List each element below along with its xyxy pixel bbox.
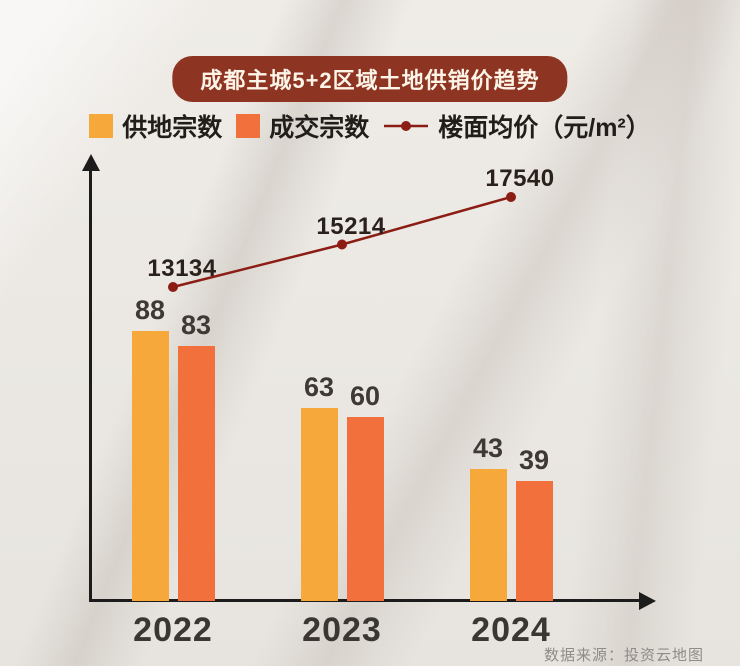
legend-label-sold: 成交宗数 [269, 114, 370, 142]
bar-value-label: 63 [303, 372, 335, 402]
x-axis-arrow-icon [639, 592, 656, 610]
x-axis-label: 2024 [471, 611, 551, 649]
bar-value-label: 60 [349, 381, 381, 411]
bar-value-label: 43 [472, 433, 504, 463]
bar-value-label: 83 [180, 310, 212, 340]
legend: 供地宗数 成交宗数 楼面均价（元/m²） [0, 108, 740, 144]
sold-bar [515, 481, 553, 601]
sold-bar [177, 346, 215, 601]
bar-value-label: 39 [518, 445, 550, 475]
sold-bar [346, 417, 384, 601]
legend-label-supply: 供地宗数 [122, 114, 223, 142]
price-label: 13134 [147, 255, 217, 282]
legend-item-sold: 成交宗数 [236, 108, 369, 144]
x-axis-label: 2022 [133, 611, 213, 649]
sold-swatch-icon [236, 114, 261, 138]
supply-swatch-icon [89, 114, 114, 138]
chart-title-badge: 成都主城5+2区域土地供销价趋势 [172, 56, 568, 102]
supply-bar [300, 408, 338, 601]
legend-item-price: 楼面均价（元/m²） [383, 108, 651, 144]
supply-bar [131, 331, 169, 601]
bar-value-label: 88 [134, 295, 166, 325]
price-label: 15214 [316, 212, 386, 240]
legend-label-price: 楼面均价（元/m²） [438, 114, 651, 142]
chart-title: 成都主城5+2区域土地供销价趋势 [200, 68, 540, 93]
line-swatch-icon [384, 121, 429, 131]
y-axis-arrow-icon [82, 154, 100, 171]
legend-item-supply: 供地宗数 [89, 108, 222, 144]
data-source: 数据来源：投资云地图 [543, 647, 704, 664]
x-axis-label: 2023 [302, 611, 382, 649]
supply-bar [469, 469, 507, 601]
y-axis [89, 170, 92, 602]
price-label: 17540 [485, 165, 555, 192]
